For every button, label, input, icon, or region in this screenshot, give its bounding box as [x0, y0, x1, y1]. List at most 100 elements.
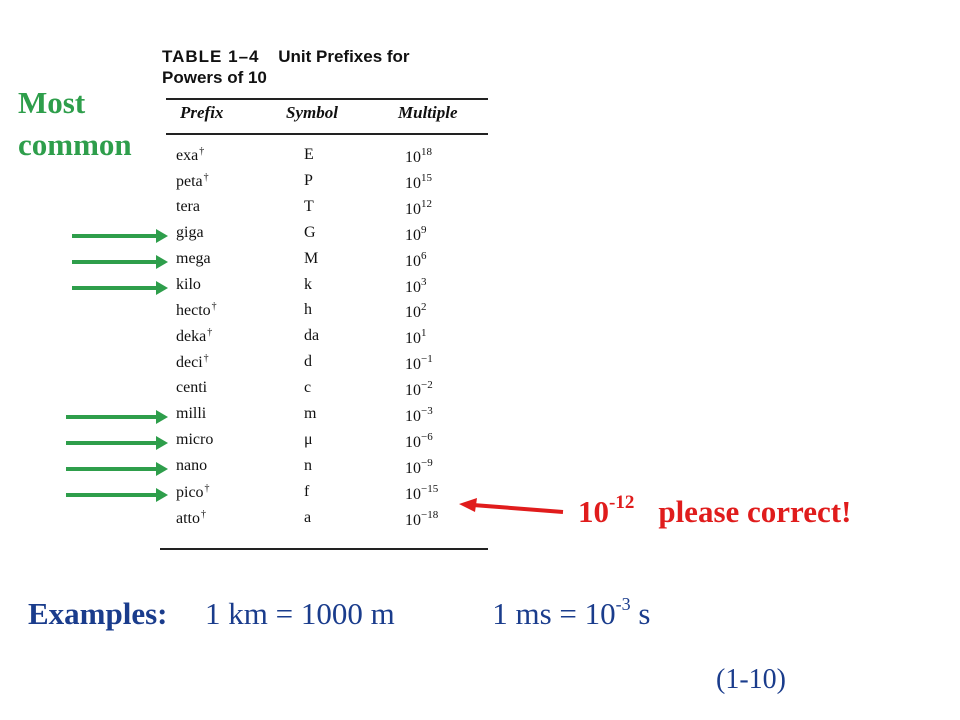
- table-row: milli m 10−3: [0, 405, 960, 431]
- row-prefix: hecto†: [176, 301, 217, 320]
- example-ms-exponent: -3: [615, 594, 631, 614]
- example-km: 1 km = 1000 m: [205, 596, 395, 631]
- row-symbol: c: [304, 379, 312, 397]
- row-multiple: 1018: [405, 146, 432, 166]
- row-multiple: 109: [405, 223, 427, 244]
- col-header-prefix: Prefix: [180, 103, 224, 122]
- row-symbol: μ: [304, 430, 313, 448]
- correction-exponent: -12: [609, 492, 635, 513]
- table-title-1: Unit Prefixes for: [278, 47, 410, 66]
- row-prefix: milli: [176, 405, 207, 422]
- row-prefix: mega: [176, 249, 211, 267]
- table-row: deci† d 10−1: [0, 353, 960, 379]
- row-prefix: giga: [176, 223, 204, 241]
- table-row: mega M 106: [0, 250, 960, 276]
- row-multiple: 10−1: [405, 353, 433, 374]
- page-reference: (1-10): [716, 664, 786, 695]
- dagger-mark: †: [207, 327, 213, 339]
- arrow-right-icon: [72, 254, 168, 269]
- table-title-2: Powers of 10: [162, 68, 267, 87]
- row-symbol: k: [304, 275, 312, 293]
- table-row: giga G 109: [0, 224, 960, 250]
- arrow-right-icon: [66, 461, 168, 476]
- row-symbol: h: [304, 301, 312, 319]
- row-symbol: d: [304, 353, 312, 371]
- table-row: kilo k 103: [0, 276, 960, 302]
- table-heading-line1: TABLE 1–4 Unit Prefixes for: [162, 46, 482, 67]
- row-prefix: nano: [176, 456, 208, 474]
- row-symbol: a: [304, 508, 312, 526]
- row-symbol: n: [304, 456, 312, 474]
- row-multiple: 101: [405, 327, 427, 348]
- row-symbol: f: [304, 482, 310, 500]
- most-common-label: Most common: [18, 82, 132, 166]
- row-prefix: peta†: [176, 171, 209, 190]
- table-rule-bottom: [160, 548, 488, 550]
- row-symbol: T: [304, 197, 314, 215]
- table-rule-top: [166, 98, 488, 100]
- row-multiple: 106: [405, 249, 427, 270]
- arrow-right-icon: [72, 228, 168, 243]
- col-header-symbol: Symbol: [286, 103, 338, 122]
- table-row: peta† P 1015: [0, 172, 960, 198]
- row-multiple: 10−2: [405, 379, 433, 400]
- arrow-right-icon: [66, 410, 168, 424]
- row-multiple: 1012: [405, 197, 432, 218]
- col-header-multiple: Multiple: [398, 103, 458, 122]
- prefix-table-scan: [150, 38, 496, 562]
- row-multiple: 10−15: [405, 482, 439, 503]
- table-rule-header: [166, 133, 488, 135]
- correction-text: please correct!: [658, 494, 852, 529]
- row-prefix: deci†: [176, 353, 209, 372]
- table-row: hecto† h 102: [0, 301, 960, 327]
- table-row: exa† E 1018: [0, 146, 960, 172]
- arrow-right-icon: [66, 435, 168, 450]
- correction-note: 10-12 please correct!: [578, 492, 851, 530]
- arrow-right-icon: [72, 280, 168, 295]
- row-symbol: m: [304, 405, 317, 422]
- row-prefix: pico†: [176, 482, 210, 501]
- examples-label: Examples:: [28, 596, 168, 631]
- row-multiple: 10−3: [405, 405, 433, 425]
- row-symbol: P: [304, 171, 313, 189]
- row-prefix: micro: [176, 430, 214, 448]
- row-multiple: 103: [405, 275, 427, 296]
- row-multiple: 10−6: [405, 430, 433, 451]
- dagger-mark: †: [203, 353, 209, 365]
- table-row: centi c 10−2: [0, 379, 960, 405]
- dagger-mark: †: [211, 301, 217, 313]
- most-common-line1: Most: [18, 85, 86, 120]
- row-symbol: E: [304, 146, 314, 163]
- row-multiple: 102: [405, 301, 427, 322]
- table-row: tera T 1012: [0, 198, 960, 224]
- table-row: deka† da 101: [0, 327, 960, 353]
- row-prefix: tera: [176, 197, 200, 215]
- most-common-line2: common: [18, 127, 132, 162]
- table-row: atto† a 10−18: [0, 509, 960, 535]
- row-prefix: atto†: [176, 508, 206, 527]
- dagger-mark: †: [204, 482, 210, 494]
- row-prefix: centi: [176, 379, 208, 397]
- row-multiple: 1015: [405, 171, 432, 192]
- row-symbol: M: [304, 249, 319, 267]
- table-heading: TABLE 1–4 Unit Prefixes for Powers of 10: [162, 46, 482, 88]
- dagger-mark: †: [199, 146, 205, 157]
- dagger-mark: †: [201, 508, 206, 520]
- arrow-right-icon: [66, 487, 168, 502]
- table-number: TABLE 1–4: [162, 47, 260, 66]
- row-multiple: 10−9: [405, 456, 433, 477]
- row-symbol: G: [304, 223, 316, 241]
- table-row: micro μ 10−6: [0, 431, 960, 457]
- table-row: nano n 10−9: [0, 457, 960, 483]
- row-prefix: kilo: [176, 275, 201, 293]
- example-ms-suffix: s: [630, 596, 651, 631]
- row-prefix: exa†: [176, 146, 205, 164]
- row-symbol: da: [304, 327, 320, 345]
- row-prefix: deka†: [176, 327, 213, 346]
- dagger-mark: †: [203, 171, 209, 183]
- table-row: pico† f 10−15: [0, 483, 960, 509]
- correction-base: 10: [578, 494, 609, 529]
- example-ms-prefix: 1 ms = 10: [492, 596, 616, 631]
- examples-line: Examples: 1 km = 1000 m 1 ms = 10-3 s: [28, 594, 650, 632]
- correction-arrow-icon: [459, 498, 564, 514]
